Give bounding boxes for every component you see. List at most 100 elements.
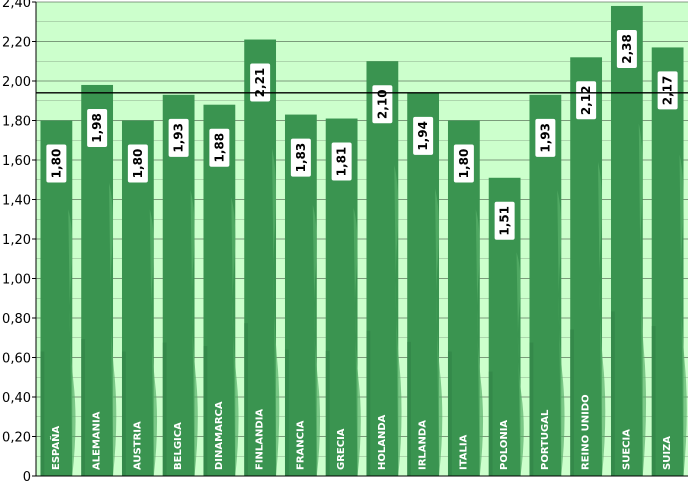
category-label: BELGICA bbox=[173, 422, 184, 470]
bar-shading bbox=[244, 323, 249, 476]
y-tick-label: 1,80 bbox=[2, 115, 31, 130]
category-label: FRANCIA bbox=[295, 420, 306, 470]
data-label-box bbox=[331, 142, 352, 181]
bar-group: 2,17 SUIZA bbox=[651, 47, 687, 477]
y-tick-label: 0,80 bbox=[2, 312, 31, 327]
data-label-box bbox=[657, 71, 678, 110]
bar-shading bbox=[231, 197, 239, 477]
data-label: 1,83 bbox=[294, 143, 308, 173]
y-tick-label: 1,60 bbox=[2, 154, 31, 169]
category-label: POLONIA bbox=[499, 420, 510, 470]
bar bbox=[81, 84, 114, 476]
bar-shading bbox=[40, 351, 45, 476]
category-label: ESPAÑA bbox=[49, 425, 62, 470]
bar-shading bbox=[598, 161, 606, 476]
category-label: SUECIA bbox=[621, 429, 632, 470]
bar-shading bbox=[435, 188, 443, 476]
bar bbox=[366, 61, 399, 476]
category-label: AUSTRIA bbox=[132, 421, 143, 470]
category-label: PORTUGAL bbox=[540, 409, 551, 470]
bar bbox=[162, 94, 195, 476]
data-label: 1,80 bbox=[131, 149, 145, 179]
bar-shading bbox=[203, 346, 208, 476]
category-label: ITALIA bbox=[458, 434, 469, 470]
category-label: REINO UNIDO bbox=[581, 394, 592, 470]
data-label-box bbox=[494, 201, 515, 240]
data-label: 1,81 bbox=[335, 147, 349, 177]
bar-shading bbox=[394, 164, 402, 476]
bar bbox=[407, 92, 440, 476]
bar-shading bbox=[284, 349, 289, 476]
bar-shading bbox=[190, 190, 198, 476]
data-label-box bbox=[209, 128, 230, 167]
data-label-box bbox=[535, 118, 556, 157]
y-tick-label: 2,20 bbox=[2, 36, 31, 51]
bar-group: 1,94 IRLANDA bbox=[407, 92, 443, 476]
data-label-box bbox=[250, 63, 271, 102]
bar-group: 1,80 ITALIA bbox=[447, 120, 484, 476]
y-tick-label: 1,20 bbox=[2, 233, 31, 248]
bar-group: 1,81 GRECIA bbox=[325, 118, 361, 477]
bar-shading bbox=[162, 342, 167, 476]
bar-shading bbox=[529, 342, 534, 476]
category-label: GRECIA bbox=[336, 428, 347, 470]
bar-shading bbox=[557, 190, 565, 476]
y-tick-label: 1,40 bbox=[2, 194, 31, 209]
bar-shading bbox=[272, 148, 280, 477]
category-label: SUIZA bbox=[662, 436, 673, 470]
data-label: 1,93 bbox=[538, 123, 552, 153]
y-axis-ticks: 0 0,20 0,40 0,60 0,80 1,00 1,20 1,40 1,60 1,80 2,0… bbox=[2, 0, 36, 482]
data-label-box bbox=[453, 144, 474, 183]
bars: 1,80 ESPAÑA 1,98 ALEMANIA 1,80 AUSTRIA 1,93 BEL… bbox=[40, 5, 687, 477]
bar-group: 1,93 BELGICA bbox=[162, 94, 198, 476]
bar-group: 1,88 DINAMARCA bbox=[203, 104, 239, 477]
data-label-box bbox=[46, 144, 67, 183]
data-label: 2,12 bbox=[579, 85, 593, 115]
bar-shading bbox=[610, 311, 615, 476]
data-label-box bbox=[413, 116, 434, 155]
bar-shading bbox=[312, 204, 321, 476]
bar-shading bbox=[651, 325, 656, 476]
bar-shading bbox=[121, 351, 126, 476]
y-tick-label: 2,00 bbox=[2, 75, 31, 90]
data-label: 1,80 bbox=[49, 149, 63, 179]
data-label-box bbox=[616, 29, 637, 68]
data-label: 1,98 bbox=[90, 113, 104, 143]
bar-shading bbox=[638, 123, 647, 477]
y-tick-label: 2,40 bbox=[2, 0, 31, 11]
data-label: 1,88 bbox=[212, 133, 226, 163]
bar bbox=[610, 5, 643, 476]
bar-shading bbox=[679, 154, 687, 476]
data-label-box bbox=[372, 85, 393, 124]
y-tick-label: 0,20 bbox=[2, 431, 31, 446]
bar-group: 1,98 ALEMANIA bbox=[81, 84, 117, 476]
bar-group: 1,93 PORTUGAL bbox=[529, 94, 565, 476]
category-label: HOLANDA bbox=[377, 414, 388, 470]
data-label: 1,94 bbox=[416, 121, 430, 151]
bar-shading bbox=[447, 351, 452, 476]
data-label-box bbox=[168, 118, 189, 157]
bar-shading bbox=[68, 209, 76, 476]
bar-shading bbox=[109, 182, 117, 476]
bar bbox=[529, 94, 562, 476]
bar-group: 1,51 POLONIA bbox=[488, 177, 524, 476]
y-tick-label: 0 bbox=[23, 470, 31, 482]
bar-shading bbox=[325, 350, 330, 476]
category-label: FINLANDIA bbox=[255, 409, 266, 470]
category-label: IRLANDA bbox=[418, 420, 429, 470]
data-label-box bbox=[87, 108, 108, 147]
data-label: 2,10 bbox=[375, 89, 389, 119]
bar-group: 2,12 REINO UNIDO bbox=[570, 57, 606, 477]
category-label: ALEMANIA bbox=[92, 411, 103, 470]
y-tick-label: 0,60 bbox=[2, 352, 31, 367]
data-label: 1,93 bbox=[172, 123, 186, 153]
bar-group: 2,10 HOLANDA bbox=[366, 61, 402, 476]
bar-shading bbox=[488, 371, 493, 476]
data-label: 1,51 bbox=[498, 206, 512, 236]
bar-shading bbox=[366, 330, 371, 476]
data-label-box bbox=[127, 144, 148, 183]
bar-shading bbox=[407, 341, 412, 476]
y-tick-label: 0,40 bbox=[2, 391, 31, 406]
data-label-box bbox=[290, 138, 311, 177]
